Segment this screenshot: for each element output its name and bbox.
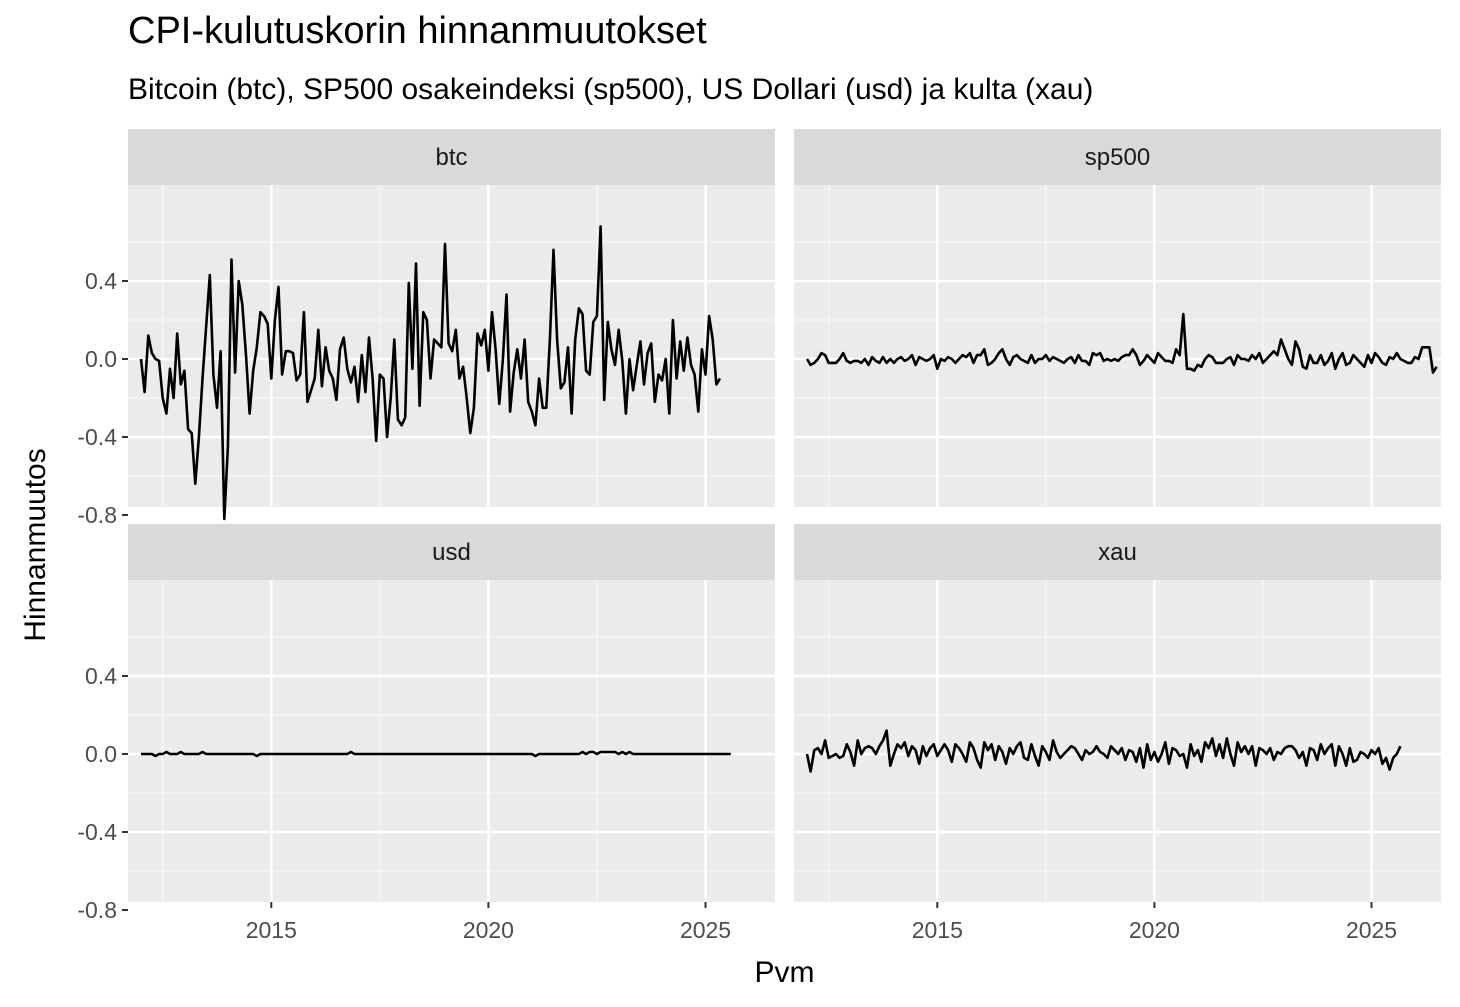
y-tick-label: -0.4 — [77, 819, 117, 845]
facet-strip-label: btc — [435, 144, 467, 171]
series-line-sp500 — [805, 312, 1438, 374]
facet-strip-label: usd — [432, 539, 471, 566]
panel-background — [128, 580, 775, 902]
x-tick-label: 2025 — [1346, 917, 1397, 943]
y-tick-label: -0.8 — [77, 897, 117, 923]
x-tick-label: 2025 — [680, 917, 731, 943]
panel-background — [128, 185, 775, 507]
panel-background — [794, 580, 1441, 902]
y-tick-label: 0.4 — [85, 268, 117, 294]
x-axis-title: Pvm — [755, 956, 815, 989]
x-tick-label: 2015 — [246, 917, 297, 943]
facet-panel-usd: usd 0.4 0.0 -0.4 -0.8 2015 2020 2025 — [77, 524, 775, 943]
facet-strip — [128, 129, 775, 185]
y-tick-label: 0.4 — [85, 663, 117, 689]
facet-strip-label: sp500 — [1085, 144, 1150, 171]
facet-panel-sp500: sp500 — [794, 129, 1441, 517]
chart-subtitle: Bitcoin (btc), SP500 osakeindeksi (sp500… — [128, 73, 1094, 106]
y-tick-label: 0.0 — [85, 346, 117, 372]
y-tick-label: 0.0 — [85, 741, 117, 767]
y-axis-title: Hinnanmuutos — [19, 448, 52, 641]
chart-title: CPI-kulutuskorin hinnanmuutokset — [128, 10, 707, 52]
y-tick-label: -0.8 — [77, 502, 117, 528]
x-tick-label: 2020 — [463, 917, 514, 943]
facet-strip — [794, 524, 1441, 580]
x-tick-label: 2015 — [912, 917, 963, 943]
panel-background — [794, 185, 1441, 507]
series-line-xau — [805, 729, 1402, 773]
facet-panel-btc: btc 0.4 0.0 -0.4 -0.8 — [77, 129, 775, 528]
series-line-btc — [139, 225, 722, 521]
facet-strip — [794, 129, 1441, 185]
facet-panel-xau: xau 2015 2020 2025 — [794, 524, 1441, 943]
y-tick-label: -0.4 — [77, 424, 117, 450]
facet-strip-label: xau — [1098, 539, 1137, 566]
x-tick-label: 2020 — [1129, 917, 1180, 943]
series-line-usd — [141, 750, 731, 758]
facet-strip — [128, 524, 775, 580]
